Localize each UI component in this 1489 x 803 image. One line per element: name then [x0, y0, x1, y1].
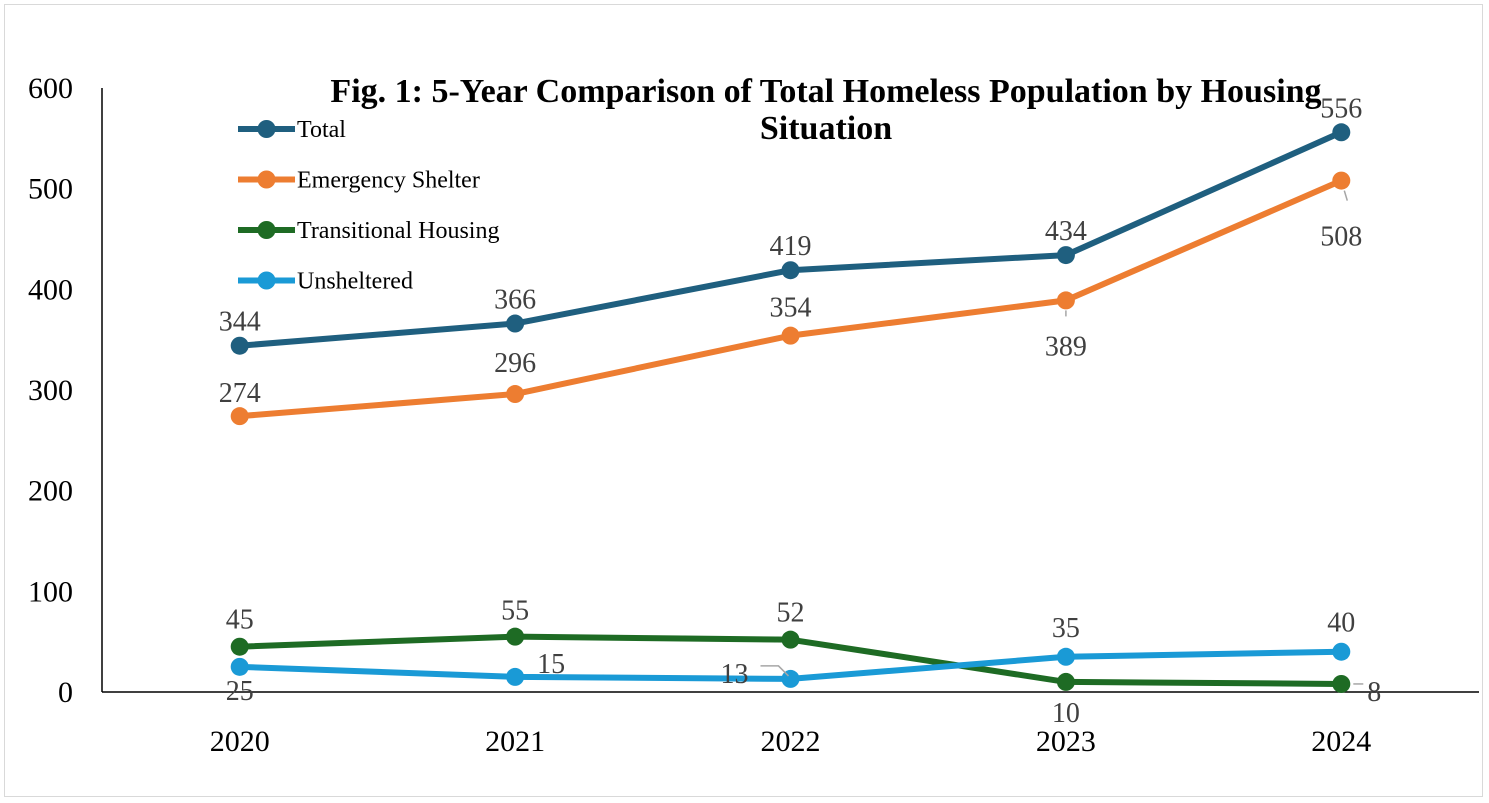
- y-tick-label: 0: [58, 676, 73, 709]
- data-label-total: 556: [1320, 93, 1362, 124]
- chart-legend: Total Emergency Shelter Transitional Housi…: [238, 117, 499, 295]
- data-point-total: [230, 336, 249, 355]
- data-point-unsheltered: [506, 667, 525, 686]
- data-point-unsheltered: [1332, 642, 1351, 661]
- data-point-transitional-housing: [230, 637, 249, 656]
- chart-axes: 0 100 200 300 400 500 600 2020 2021 2022 2023 2024: [28, 72, 1479, 758]
- data-point-transitional-housing: [1332, 674, 1351, 693]
- legend-label: Total: [297, 117, 346, 143]
- data-point-emergency-shelter: [230, 407, 249, 426]
- legend-marker: [257, 271, 276, 290]
- x-tick-label: 2023: [1036, 725, 1096, 758]
- data-label-unsheltered: 40: [1327, 608, 1355, 639]
- data-label-transitional-housing: 52: [777, 598, 805, 629]
- data-label-unsheltered: 35: [1052, 613, 1080, 644]
- data-point-transitional-housing: [1056, 672, 1075, 691]
- data-label-total: 344: [219, 307, 261, 338]
- chart-data-labels: 344 366 419 434 556 274 296 354 389 508 45 55 52 10 8 2…: [219, 93, 1382, 729]
- data-label-emergency-shelter: 389: [1045, 331, 1087, 362]
- chart-title-line-1: Fig. 1: 5-Year Comparison of Total Homel…: [330, 73, 1321, 110]
- data-point-emergency-shelter: [1332, 171, 1351, 190]
- data-point-transitional-housing: [781, 630, 800, 649]
- leader-line: [1343, 190, 1349, 201]
- y-tick-label: 600: [28, 72, 73, 105]
- x-tick-label: 2021: [485, 725, 545, 758]
- data-label-emergency-shelter: 296: [494, 348, 536, 379]
- legend-label: Unsheltered: [297, 269, 413, 295]
- x-tick-label: 2022: [761, 725, 821, 758]
- legend-marker: [257, 221, 276, 239]
- data-point-emergency-shelter: [1056, 291, 1075, 310]
- data-label-total: 419: [770, 231, 812, 262]
- x-tick-label: 2024: [1311, 725, 1371, 758]
- chart-title-line-2: Situation: [760, 110, 892, 147]
- data-point-total: [506, 314, 525, 333]
- data-point-total: [781, 261, 800, 280]
- data-label-unsheltered: 25: [226, 676, 254, 707]
- line-chart: Fig. 1: 5-Year Comparison of Total Homel…: [28, 72, 1479, 758]
- data-point-unsheltered: [1056, 647, 1075, 666]
- y-tick-label: 100: [28, 575, 73, 608]
- leader-line: [760, 665, 790, 677]
- data-point-total: [1332, 123, 1351, 142]
- data-label-transitional-housing: 8: [1367, 677, 1381, 708]
- chart-series: [230, 123, 1351, 693]
- data-point-unsheltered: [230, 657, 249, 676]
- y-tick-label: 300: [28, 374, 73, 407]
- data-point-total: [1056, 246, 1075, 265]
- legend-label: Transitional Housing: [297, 218, 499, 244]
- data-label-transitional-housing: 10: [1052, 698, 1080, 729]
- x-tick-label: 2020: [210, 725, 270, 758]
- data-label-unsheltered: 15: [537, 649, 565, 680]
- data-point-emergency-shelter: [506, 385, 525, 404]
- legend-marker: [257, 170, 276, 189]
- y-tick-label: 500: [28, 173, 73, 206]
- data-label-total: 434: [1045, 216, 1087, 247]
- data-label-transitional-housing: 55: [501, 596, 529, 627]
- data-label-transitional-housing: 45: [226, 605, 254, 636]
- data-label-unsheltered: 13: [721, 659, 749, 690]
- y-tick-label: 400: [28, 273, 73, 306]
- chart-frame: Fig. 1: 5-Year Comparison of Total Homel…: [4, 4, 1483, 797]
- y-tick-label: 200: [28, 475, 73, 508]
- data-label-emergency-shelter: 508: [1320, 222, 1362, 253]
- data-label-emergency-shelter: 274: [219, 378, 261, 409]
- data-point-emergency-shelter: [781, 326, 800, 345]
- legend-marker: [257, 120, 276, 138]
- data-label-emergency-shelter: 354: [770, 293, 812, 324]
- data-label-total: 366: [494, 285, 536, 316]
- data-point-transitional-housing: [506, 627, 525, 646]
- legend-label: Emergency Shelter: [297, 168, 480, 194]
